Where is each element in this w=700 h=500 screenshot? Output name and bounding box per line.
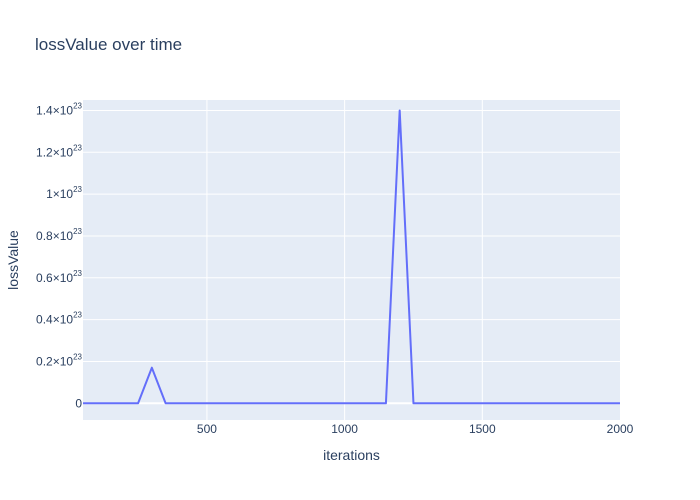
series-layer [83,109,620,405]
y-axis-ticks: 0 0.2×1023 0.4×1023 0.6×1023 0.8×1023 1×1023 1… [36,101,82,410]
y-axis-title: lossValue [5,230,21,290]
plot-area [83,100,620,420]
x-tick-label: 1000 [331,422,358,436]
y-tick-label: 0.2×1023 [36,352,82,368]
y-tick-label: 1.2×1023 [36,143,82,159]
y-tick-label: 0 [75,396,82,410]
y-tick-label: 0.8×1023 [36,227,82,243]
chart-title: lossValue over time [35,35,182,54]
x-tick-label: 2000 [607,422,634,436]
y-tick-label: 0.4×1023 [36,311,82,327]
y-tick-label: 1×1023 [46,185,82,201]
x-tick-label: 500 [197,422,217,436]
x-tick-label: 1500 [469,422,496,436]
series-line-lossValue [83,109,620,405]
x-axis-title: iterations [323,447,380,463]
x-axis-ticks: 500 1000 1500 2000 [197,422,634,436]
y-tick-label: 1.4×1023 [36,101,82,117]
y-tick-label: 0.6×1023 [36,269,82,285]
